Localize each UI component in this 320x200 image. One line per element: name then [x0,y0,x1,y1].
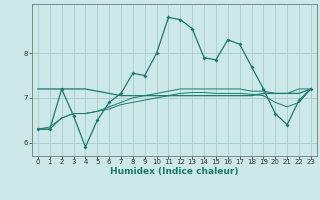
X-axis label: Humidex (Indice chaleur): Humidex (Indice chaleur) [110,167,239,176]
